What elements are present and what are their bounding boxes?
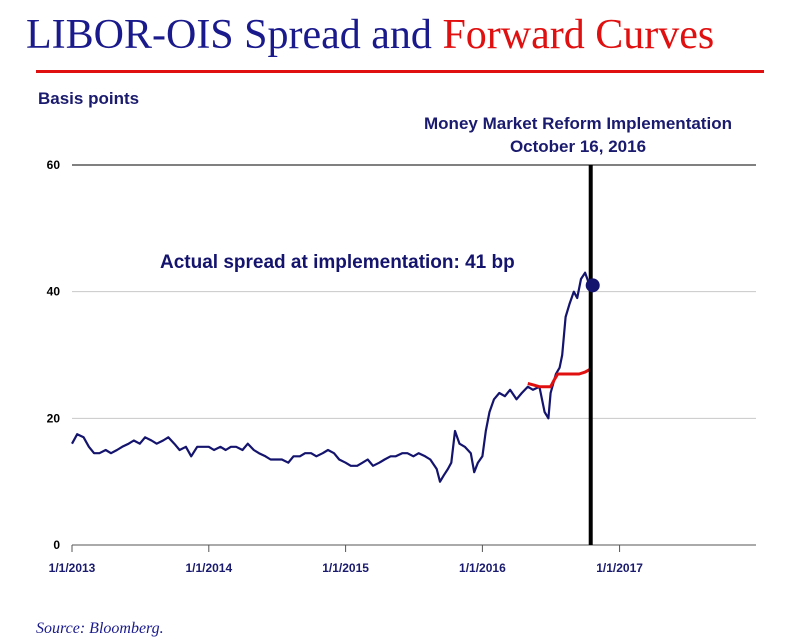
y-tick-labels: 0 20 40 60	[47, 158, 61, 552]
slide-title: LIBOR-OIS Spread and Forward Curves	[26, 14, 714, 56]
x-tick-label: 1/1/2017	[596, 561, 643, 575]
x-tick-label: 1/1/2014	[185, 561, 232, 575]
y-tick-label: 60	[47, 158, 61, 172]
grid-lines	[72, 164, 756, 419]
forward-curve-line	[527, 367, 592, 389]
y-axis-units: Basis points	[38, 89, 140, 108]
x-tick-label: 1/1/2015	[322, 561, 369, 575]
series-layer	[71, 271, 592, 483]
y-tick-label: 20	[47, 411, 61, 425]
source-note: Source: Bloomberg.	[36, 620, 164, 637]
actual-spread-marker	[585, 278, 600, 293]
x-axis: 1/1/2013 1/1/2014 1/1/2015 1/1/2016 1/1/2017	[49, 544, 756, 575]
slide-title-part1: LIBOR-OIS Spread and	[26, 12, 443, 58]
y-tick-label: 40	[47, 285, 61, 299]
x-tick-label: 1/1/2016	[459, 561, 506, 575]
libor-ois-series-line	[71, 271, 592, 483]
title-underline	[36, 70, 764, 73]
slide-title-part2: Forward Curves	[442, 12, 715, 58]
x-tick-label: 1/1/2013	[49, 561, 96, 575]
actual-spread-label: Actual spread at implementation: 41 bp	[160, 252, 515, 273]
y-tick-label: 0	[53, 538, 60, 552]
event-label-2: October 16, 2016	[510, 137, 646, 156]
event-label-1: Money Market Reform Implementation	[424, 114, 732, 133]
